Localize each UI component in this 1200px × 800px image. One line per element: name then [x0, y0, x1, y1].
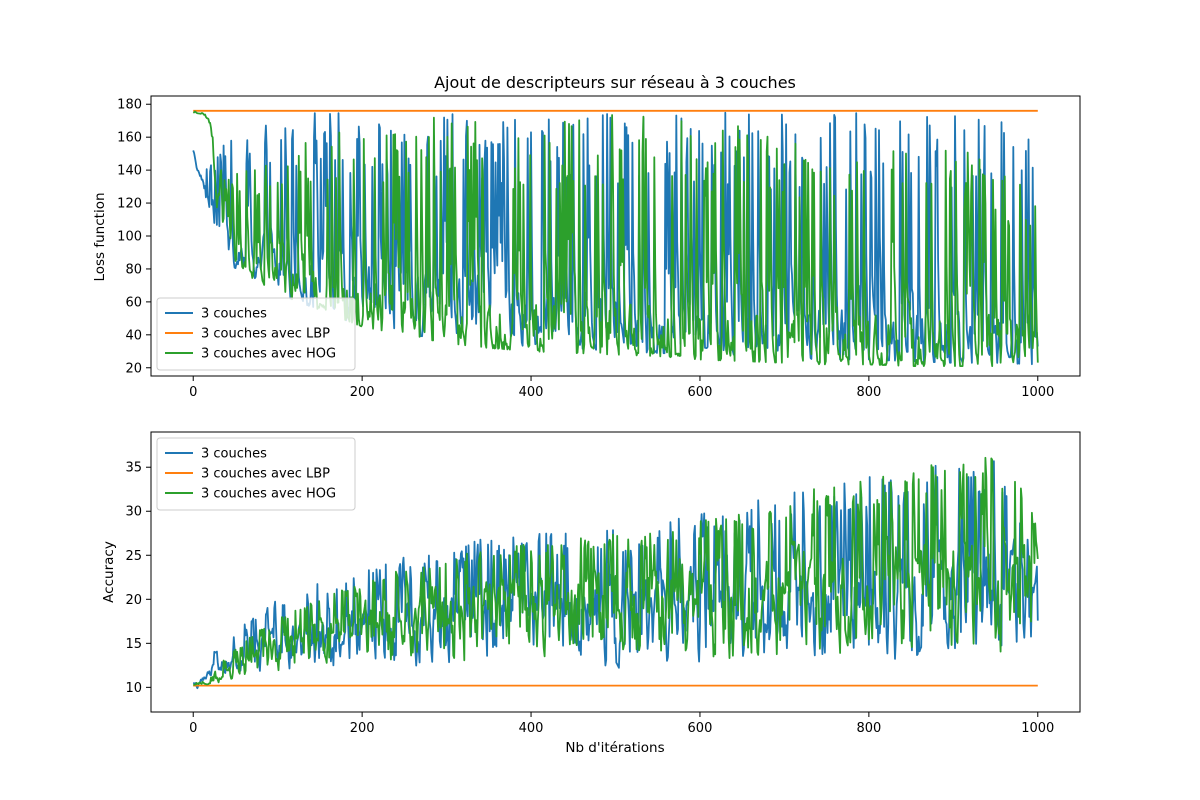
x-tick-label: 1000 — [1021, 721, 1054, 736]
loss-chart-panel: Ajout de descripteurs sur réseau à 3 cou… — [92, 73, 1081, 400]
y-tick-label: 100 — [117, 230, 142, 245]
y-tick-label: 160 — [117, 131, 142, 146]
y-tick-label: 140 — [117, 164, 142, 179]
legend-entry: 3 couches — [201, 307, 267, 322]
x-tick-label: 1000 — [1021, 385, 1054, 400]
legend: 3 couches 3 couches avec LBP 3 couches ave… — [156, 437, 356, 511]
y-tick-label: 35 — [125, 461, 142, 476]
legend-entry: 3 couches avec LBP — [201, 327, 330, 342]
y-tick-label: 15 — [125, 637, 142, 652]
legend-entry: 3 couches avec LBP — [201, 467, 330, 482]
legend-entry: 3 couches avec HOG — [201, 487, 336, 502]
y-tick-label: 25 — [125, 549, 142, 564]
series-line-3-couches-avec-hog — [193, 456, 1039, 686]
x-tick-label: 200 — [350, 721, 375, 736]
y-tick-label: 10 — [125, 681, 142, 696]
y-axis-label: Accuracy — [101, 541, 117, 603]
x-tick-label: 0 — [189, 385, 197, 400]
series-line-3-couches-avec-hog — [192, 110, 1039, 367]
x-tick-label: 400 — [519, 385, 544, 400]
x-tick-label: 0 — [189, 721, 197, 736]
y-tick-label: 80 — [125, 262, 142, 277]
legend: 3 couches 3 couches avec LBP 3 couches ave… — [156, 297, 356, 371]
series-group — [192, 456, 1039, 690]
y-tick-label: 120 — [117, 197, 142, 212]
legend-entry: 3 couches — [201, 447, 267, 462]
x-tick-label: 600 — [688, 385, 713, 400]
accuracy-chart-panel: Accuracy Nb d'itérations 0 200 400 600 800 10… — [101, 431, 1081, 756]
x-tick-label: 800 — [856, 721, 881, 736]
x-tick-label: 600 — [688, 721, 713, 736]
y-tick-label: 30 — [125, 505, 142, 520]
y-axis-label: Loss function — [92, 192, 108, 281]
x-tick-label: 800 — [856, 385, 881, 400]
y-tick-label: 40 — [125, 328, 142, 343]
series-line-3-couches — [192, 460, 1039, 690]
legend-box — [156, 437, 356, 511]
chart-title: Ajout de descripteurs sur réseau à 3 cou… — [434, 73, 796, 92]
plot-frame — [150, 431, 1081, 713]
y-tick-label: 20 — [125, 361, 142, 376]
y-tick-label: 20 — [125, 593, 142, 608]
legend-box — [156, 297, 356, 371]
x-axis-label: Nb d'itérations — [565, 740, 664, 756]
y-tick-label: 180 — [117, 98, 142, 113]
legend-entry: 3 couches avec HOG — [201, 347, 336, 362]
x-tick-label: 400 — [519, 721, 544, 736]
x-tick-label: 200 — [350, 385, 375, 400]
y-tick-label: 60 — [125, 295, 142, 310]
